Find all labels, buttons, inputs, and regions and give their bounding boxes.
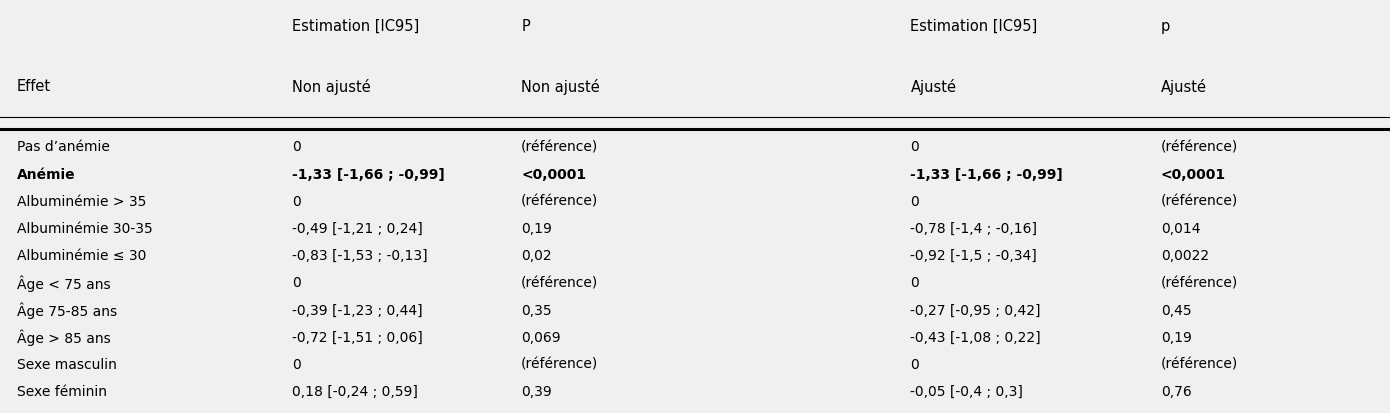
Text: Ajusté: Ajusté (910, 78, 956, 95)
Text: 0: 0 (910, 140, 919, 154)
Text: 0,19: 0,19 (521, 221, 552, 235)
Text: 0,069: 0,069 (521, 330, 562, 344)
Text: Âge 75-85 ans: Âge 75-85 ans (17, 301, 117, 318)
Text: 0,35: 0,35 (521, 303, 552, 317)
Text: (référence): (référence) (521, 140, 599, 154)
Text: Effet: Effet (17, 78, 51, 93)
Text: -0,43 [-1,08 ; 0,22]: -0,43 [-1,08 ; 0,22] (910, 330, 1041, 344)
Text: (référence): (référence) (1161, 275, 1238, 290)
Text: 0: 0 (910, 194, 919, 208)
Text: -0,83 [-1,53 ; -0,13]: -0,83 [-1,53 ; -0,13] (292, 249, 428, 263)
Text: <0,0001: <0,0001 (521, 167, 587, 181)
Text: Anémie: Anémie (17, 167, 75, 181)
Text: Âge > 85 ans: Âge > 85 ans (17, 329, 110, 345)
Text: Estimation [IC95]: Estimation [IC95] (292, 19, 420, 33)
Text: 0,45: 0,45 (1161, 303, 1191, 317)
Text: -1,33 [-1,66 ; -0,99]: -1,33 [-1,66 ; -0,99] (910, 167, 1063, 181)
Text: p: p (1161, 19, 1170, 33)
Text: Albuminémie > 35: Albuminémie > 35 (17, 194, 146, 208)
Text: 0,39: 0,39 (521, 384, 552, 398)
Text: Albuminémie ≤ 30: Albuminémie ≤ 30 (17, 249, 146, 263)
Text: Âge < 75 ans: Âge < 75 ans (17, 274, 110, 291)
Text: 0,18 [-0,24 ; 0,59]: 0,18 [-0,24 ; 0,59] (292, 384, 418, 398)
Text: (référence): (référence) (1161, 194, 1238, 208)
Text: 0,02: 0,02 (521, 249, 552, 263)
Text: 0,19: 0,19 (1161, 330, 1191, 344)
Text: 0: 0 (292, 194, 300, 208)
Text: <0,0001: <0,0001 (1161, 167, 1226, 181)
Text: -0,39 [-1,23 ; 0,44]: -0,39 [-1,23 ; 0,44] (292, 303, 423, 317)
Text: -0,72 [-1,51 ; 0,06]: -0,72 [-1,51 ; 0,06] (292, 330, 423, 344)
Text: 0: 0 (292, 357, 300, 371)
Text: -0,78 [-1,4 ; -0,16]: -0,78 [-1,4 ; -0,16] (910, 221, 1037, 235)
Text: 0: 0 (910, 275, 919, 290)
Text: 0,76: 0,76 (1161, 384, 1191, 398)
Text: Albuminémie 30-35: Albuminémie 30-35 (17, 221, 153, 235)
Text: Estimation [IC95]: Estimation [IC95] (910, 19, 1038, 33)
Text: (référence): (référence) (1161, 357, 1238, 371)
Text: Pas d’anémie: Pas d’anémie (17, 140, 110, 154)
Text: (référence): (référence) (521, 275, 599, 290)
Text: P: P (521, 19, 530, 33)
Text: -0,92 [-1,5 ; -0,34]: -0,92 [-1,5 ; -0,34] (910, 249, 1037, 263)
Text: -1,33 [-1,66 ; -0,99]: -1,33 [-1,66 ; -0,99] (292, 167, 445, 181)
Text: 0: 0 (910, 357, 919, 371)
Text: 0: 0 (292, 275, 300, 290)
Text: (référence): (référence) (1161, 140, 1238, 154)
Text: 0,0022: 0,0022 (1161, 249, 1209, 263)
Text: -0,49 [-1,21 ; 0,24]: -0,49 [-1,21 ; 0,24] (292, 221, 423, 235)
Text: 0,014: 0,014 (1161, 221, 1200, 235)
Text: Non ajusté: Non ajusté (292, 78, 371, 95)
Text: Non ajusté: Non ajusté (521, 78, 600, 95)
Text: 0: 0 (292, 140, 300, 154)
Text: -0,05 [-0,4 ; 0,3]: -0,05 [-0,4 ; 0,3] (910, 384, 1023, 398)
Text: Sexe masculin: Sexe masculin (17, 357, 117, 371)
Text: Sexe féminin: Sexe féminin (17, 384, 107, 398)
Text: Ajusté: Ajusté (1161, 78, 1207, 95)
Text: (référence): (référence) (521, 194, 599, 208)
Text: -0,27 [-0,95 ; 0,42]: -0,27 [-0,95 ; 0,42] (910, 303, 1041, 317)
Text: (référence): (référence) (521, 357, 599, 371)
